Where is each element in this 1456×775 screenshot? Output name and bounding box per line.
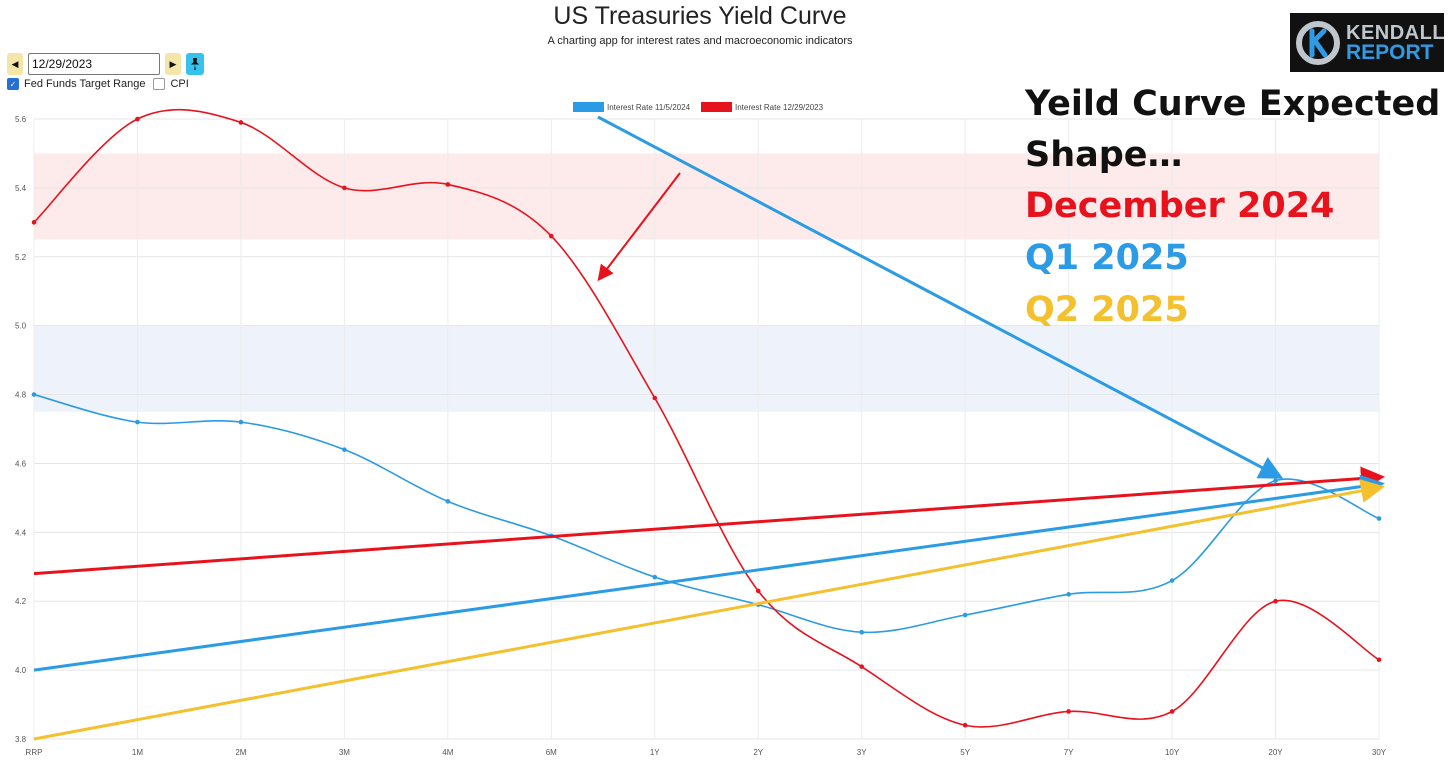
fed-funds-checkbox[interactable]: ✓: [7, 78, 19, 90]
date-input[interactable]: [28, 53, 160, 75]
indicator-checkboxes: ✓ Fed Funds Target Range CPI: [7, 78, 189, 90]
date-controls: ◀ ▶: [7, 53, 204, 75]
y-tick-label: 5.2: [15, 253, 27, 262]
y-tick-label: 5.4: [15, 184, 27, 193]
data-point: [1169, 709, 1175, 714]
data-point: [31, 220, 37, 225]
data-point: [859, 629, 864, 635]
x-tick-label: 4M: [442, 748, 453, 757]
data-point: [238, 120, 244, 125]
annotation-heading-line2: Shape…: [1025, 135, 1183, 175]
annotation-q1-2025: Q1 2025: [1025, 238, 1189, 278]
data-point: [135, 116, 140, 122]
logo-mark: [1294, 19, 1342, 67]
annotation-heading-line1: Yeild Curve Expected: [1025, 84, 1441, 124]
fed-band-0: [34, 153, 1379, 240]
red-annotation-arrow: [597, 172, 681, 282]
trend-arrow-1: [33, 474, 1385, 672]
x-tick-label: 3M: [339, 748, 350, 757]
x-tick-label: 10Y: [1165, 748, 1180, 757]
x-tick-label: 2M: [235, 748, 246, 757]
next-date-button[interactable]: ▶: [165, 53, 181, 75]
data-point: [652, 574, 658, 580]
y-tick-label: 3.8: [15, 735, 27, 744]
legend-label-1: Interest Rate 12/29/2023: [735, 103, 824, 112]
data-point: [342, 185, 347, 191]
data-point: [1066, 592, 1071, 597]
caret-left-icon: ◀: [11, 58, 19, 69]
x-tick-label: 6M: [546, 748, 557, 757]
trend-arrow-0: [33, 466, 1385, 576]
legend-swatch-0: [573, 102, 604, 112]
data-point: [135, 419, 140, 425]
pin-button[interactable]: [186, 53, 204, 75]
fed-band-1: [34, 325, 1379, 412]
x-tick-label: 2Y: [753, 748, 763, 757]
data-point: [1273, 478, 1278, 483]
y-tick-label: 4.8: [15, 391, 27, 400]
data-point: [962, 722, 968, 728]
data-point: [962, 612, 968, 618]
y-tick-label: 5.0: [15, 322, 27, 331]
data-point: [1169, 578, 1175, 583]
data-point: [342, 447, 347, 452]
x-tick-label: 30Y: [1372, 748, 1387, 757]
data-point: [1376, 516, 1382, 521]
data-point: [549, 233, 554, 239]
x-tick-label: 1Y: [650, 748, 660, 757]
caret-right-icon: ▶: [169, 58, 177, 69]
fed-funds-label: Fed Funds Target Range: [24, 78, 146, 90]
previous-date-button[interactable]: ◀: [7, 53, 23, 75]
y-tick-label: 4.0: [15, 666, 27, 675]
y-tick-label: 5.6: [15, 115, 27, 124]
data-point: [445, 182, 451, 187]
data-point: [31, 392, 37, 397]
cpi-checkbox[interactable]: [153, 78, 166, 90]
pin-icon: [191, 58, 199, 70]
x-tick-label: 7Y: [1064, 748, 1074, 757]
data-point: [859, 664, 864, 669]
data-point: [1066, 709, 1071, 714]
x-tick-label: 20Y: [1268, 748, 1283, 757]
x-tick-label: RRP: [26, 748, 43, 757]
trend-arrow-2: [33, 479, 1385, 741]
x-tick-label: 5Y: [960, 748, 970, 757]
logo-line2: REPORT: [1346, 40, 1434, 64]
data-point: [238, 419, 244, 425]
logo-line1: KENDALL: [1346, 21, 1446, 44]
kendall-report-logo: KENDALL REPORT: [1290, 13, 1446, 72]
x-tick-label: 1M: [132, 748, 143, 757]
x-tick-label: 3Y: [857, 748, 867, 757]
blue-annotation-arrow: [597, 115, 1284, 479]
data-point: [652, 395, 658, 401]
cpi-label: CPI: [170, 78, 189, 90]
y-tick-label: 4.6: [15, 459, 27, 468]
legend-label-0: Interest Rate 11/5/2024: [607, 103, 691, 112]
y-tick-label: 4.2: [15, 597, 27, 606]
data-point: [1273, 598, 1278, 604]
annotation-q2-2025: Q2 2025: [1025, 290, 1189, 330]
data-point: [755, 588, 761, 594]
data-point: [445, 499, 451, 504]
chart-subtitle: A charting app for interest rates and ma…: [547, 35, 853, 47]
annotation-december-2024: December 2024: [1025, 186, 1335, 226]
series-line-1: [33, 108, 1380, 728]
legend-swatch-1: [701, 102, 732, 112]
y-tick-label: 4.4: [15, 528, 27, 537]
chart-title: US Treasuries Yield Curve: [553, 2, 847, 30]
data-point: [1376, 657, 1382, 663]
